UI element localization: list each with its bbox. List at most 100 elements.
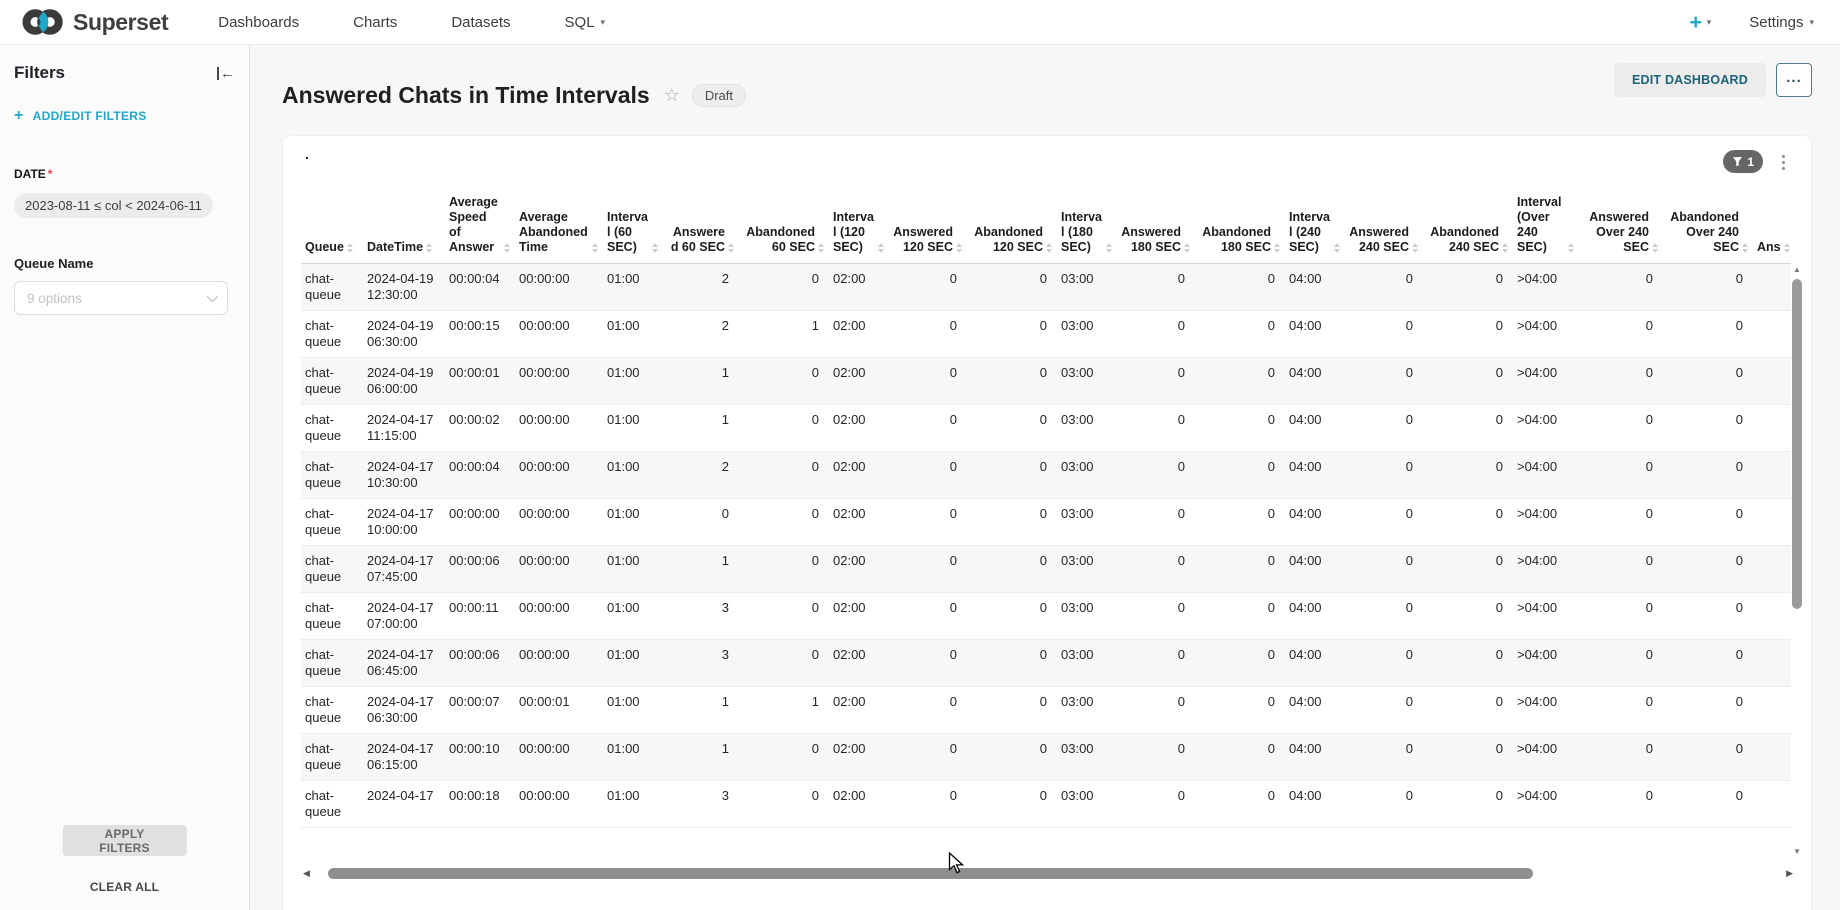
table-cell: >04:00 <box>1513 780 1579 828</box>
table-cell: 00:00:00 <box>515 639 603 687</box>
column-header[interactable]: Ans <box>1753 191 1791 264</box>
table-cell: 0 <box>1579 404 1663 452</box>
table-cell: 0 <box>1423 310 1513 358</box>
table-header-row: Queue DateTime Average Speed of Answer Aver… <box>301 191 1791 264</box>
column-header[interactable]: Answered Over 240 SEC <box>1579 191 1663 264</box>
column-header[interactable]: Abandoned 60 SEC <box>739 191 829 264</box>
nav-item-datasets[interactable]: Datasets <box>451 13 511 31</box>
table-cell: 0 <box>1663 451 1753 499</box>
edit-dashboard-button[interactable]: EDIT DASHBOARD <box>1614 63 1766 97</box>
table-cell: 0 <box>739 780 829 828</box>
table-cell: 0 <box>889 263 967 311</box>
queue-name-select[interactable]: 9 options <box>14 281 228 315</box>
table-cell: 00:00:06 <box>445 639 515 687</box>
column-header[interactable]: Answered 120 SEC <box>889 191 967 264</box>
queue-name-filter-label: Queue Name <box>14 256 94 271</box>
table-cell: 0 <box>1117 404 1195 452</box>
table-cell: 0 <box>1579 357 1663 405</box>
table-cell: 00:00:00 <box>515 263 603 311</box>
nav-item-charts[interactable]: Charts <box>353 13 398 31</box>
table-cell: >04:00 <box>1513 733 1579 781</box>
table-cell: 00:00:01 <box>515 686 603 734</box>
horizontal-scroll-track[interactable] <box>314 868 1782 879</box>
column-header[interactable]: Abandoned 180 SEC <box>1195 191 1285 264</box>
table-cell: 0 <box>1345 545 1423 593</box>
table-cell: 2024-04-19 12:30:00 <box>363 263 445 311</box>
table-cell: 01:00 <box>603 451 663 499</box>
table-cell: 0 <box>1117 686 1195 734</box>
scroll-right-icon[interactable]: ▶ <box>1786 868 1793 878</box>
table-cell: 0 <box>739 357 829 405</box>
table-cell: 01:00 <box>603 498 663 546</box>
table-cell: 0 <box>1663 357 1753 405</box>
table-cell: 0 <box>1117 451 1195 499</box>
column-header[interactable]: Queue <box>301 191 363 264</box>
brand-name: Superset <box>73 8 169 35</box>
table-cell: 03:00 <box>1057 263 1117 311</box>
column-header[interactable]: Interval (120 SEC) <box>829 191 889 264</box>
nav-item-sql[interactable]: SQL ▾ <box>564 13 606 31</box>
table-cell: 0 <box>739 733 829 781</box>
new-item-button[interactable]: + ▾ <box>1689 12 1711 33</box>
table-cell: 03:00 <box>1057 498 1117 546</box>
vertical-scrollbar[interactable]: ▲ <box>1791 266 1803 609</box>
superset-brand[interactable]: Superset <box>20 7 169 37</box>
table-cell: 0 <box>1423 404 1513 452</box>
column-header[interactable]: Answered 240 SEC <box>1345 191 1423 264</box>
table-cell: 0 <box>1579 545 1663 593</box>
nav-item-dashboards[interactable]: Dashboards <box>218 13 300 31</box>
scroll-down-icon[interactable]: ▼ <box>1793 847 1801 856</box>
column-header[interactable]: Interval (Over 240 SEC) <box>1513 191 1579 264</box>
table-cell: 1 <box>663 404 739 452</box>
collapse-panel-icon[interactable]: ← <box>217 65 235 82</box>
table-cell: 02:00 <box>829 686 889 734</box>
table-cell: 02:00 <box>829 592 889 640</box>
applied-filters-badge[interactable]: 1 <box>1723 150 1763 173</box>
column-header[interactable]: Interval (240 SEC) <box>1285 191 1345 264</box>
column-header[interactable]: DateTime <box>363 191 445 264</box>
table-cell: 04:00 <box>1285 592 1345 640</box>
column-header[interactable]: Average Speed of Answer <box>445 191 515 264</box>
horizontal-scroll-thumb[interactable] <box>327 868 1533 879</box>
apply-filters-button[interactable]: APPLY FILTERS <box>62 825 187 856</box>
table-cell: 0 <box>967 357 1057 405</box>
column-header[interactable]: Interval (180 SEC) <box>1057 191 1117 264</box>
add-edit-filters-button[interactable]: + ADD/EDIT FILTERS <box>14 107 147 124</box>
table-cell: 01:00 <box>603 263 663 311</box>
column-header[interactable]: Interval (60 SEC) <box>603 191 663 264</box>
sort-icon <box>504 243 510 255</box>
more-options-button[interactable]: ... <box>1776 63 1812 97</box>
table-cell: 02:00 <box>829 780 889 828</box>
clear-all-button[interactable]: CLEAR ALL <box>89 880 160 894</box>
scroll-left-icon[interactable]: ◀ <box>303 868 310 878</box>
column-header[interactable]: Abandoned 120 SEC <box>967 191 1057 264</box>
column-header[interactable]: Average Abandoned Time <box>515 191 603 264</box>
table-cell: 3 <box>663 592 739 640</box>
chevron-down-icon <box>206 290 219 303</box>
table-cell: 0 <box>1423 357 1513 405</box>
table-cell: 0 <box>889 357 967 405</box>
table-row: chat-queue 2024-04-17 10:30:00 00:00:04 00:… <box>301 451 1791 499</box>
settings-menu[interactable]: Settings ▾ <box>1749 14 1814 31</box>
column-header[interactable]: Abandoned 240 SEC <box>1423 191 1513 264</box>
horizontal-scrollbar[interactable]: ◀ ▶ <box>303 867 1793 880</box>
table-cell: 0 <box>1345 310 1423 358</box>
table-cell: 00:00:00 <box>445 498 515 546</box>
column-header[interactable]: Abandoned Over 240 SEC <box>1663 191 1753 264</box>
table-cell: >04:00 <box>1513 639 1579 687</box>
date-filter-value[interactable]: 2023-08-11 ≤ col < 2024-06-11 <box>14 193 213 218</box>
superset-logo-icon <box>22 9 63 35</box>
sort-icon <box>728 243 734 255</box>
vertical-scroll-thumb[interactable] <box>1792 279 1802 609</box>
table-cell: 01:00 <box>603 357 663 405</box>
table-cell: 00:00:00 <box>515 733 603 781</box>
table-cell: >04:00 <box>1513 451 1579 499</box>
table-cell: 03:00 <box>1057 545 1117 593</box>
chart-options-kebab-icon[interactable] <box>1780 153 1787 172</box>
table-cell: 03:00 <box>1057 404 1117 452</box>
scroll-up-icon[interactable]: ▲ <box>1793 265 1801 274</box>
column-header[interactable]: Answered 180 SEC <box>1117 191 1195 264</box>
table-cell: 0 <box>1345 686 1423 734</box>
favorite-star-icon[interactable]: ☆ <box>663 84 680 105</box>
column-header[interactable]: Answered 60 SEC <box>663 191 739 264</box>
